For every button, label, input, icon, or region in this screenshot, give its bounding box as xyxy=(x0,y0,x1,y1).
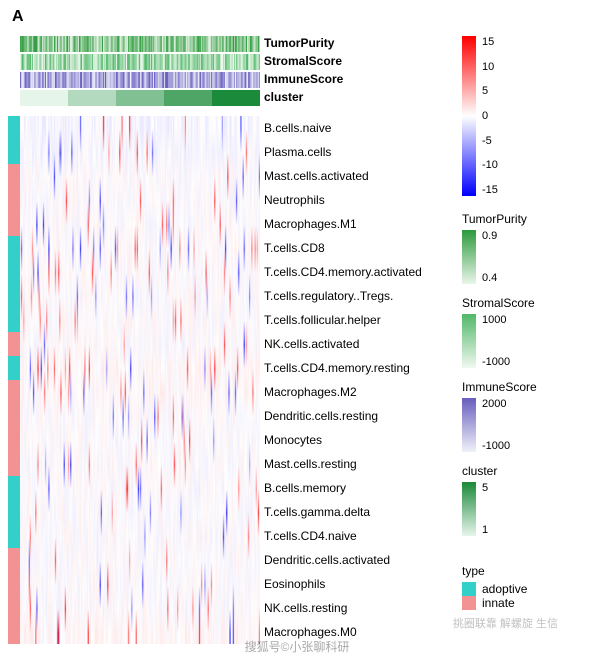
heatmap-row-label: Macrophages.M1 xyxy=(264,212,422,236)
heatmap-row-label: NK.cells.activated xyxy=(264,332,422,356)
watermark-main: 搜狐号©小张聊科研 xyxy=(245,638,350,655)
heatmap-row-label: T.cells.gamma.delta xyxy=(264,500,422,524)
panel-label: A xyxy=(12,8,24,26)
legend-tick: 1 xyxy=(482,524,488,536)
type-segment xyxy=(8,212,20,236)
annotation-legend: StromalScore 1000 -1000 xyxy=(462,296,582,368)
type-legend-item: adoptive xyxy=(462,582,582,596)
colorbar-tick: 10 xyxy=(482,61,498,73)
main-colorbar xyxy=(462,36,476,196)
type-legend-items: adoptiveinnate xyxy=(462,582,582,610)
colorbar-tick: -15 xyxy=(482,184,498,196)
annotation-legend: cluster 5 1 xyxy=(462,464,582,536)
type-segment xyxy=(8,620,20,644)
row-type-color-bar xyxy=(8,116,20,644)
column-annotation-rows: TumorPurityStromalScoreImmuneScorecluste… xyxy=(20,36,260,108)
type-segment xyxy=(8,404,20,428)
legend-swatch xyxy=(462,582,476,596)
annotation-label: StromalScore xyxy=(264,54,342,68)
type-segment xyxy=(8,380,20,404)
type-segment xyxy=(8,524,20,548)
annotation-label: ImmuneScore xyxy=(264,72,343,86)
legend-label: adoptive xyxy=(482,582,527,596)
colorbar-tick: 5 xyxy=(482,85,498,97)
legend-tick: 5 xyxy=(482,482,488,494)
legend-label: innate xyxy=(482,596,515,610)
type-legend-title: type xyxy=(462,564,582,578)
heatmap-row-label: T.cells.CD4.naive xyxy=(264,524,422,548)
heatmap-row-label: T.cells.CD4.memory.activated xyxy=(264,260,422,284)
heatmap-row-label: Dendritic.cells.resting xyxy=(264,404,422,428)
colorbar-tick: -10 xyxy=(482,159,498,171)
annotation-row xyxy=(20,90,260,106)
heatmap-row-label: B.cells.naive xyxy=(264,116,422,140)
type-segment xyxy=(8,476,20,500)
type-segment xyxy=(8,572,20,596)
type-segment xyxy=(8,260,20,284)
type-segment xyxy=(8,548,20,572)
heatmap-row-label: T.cells.follicular.helper xyxy=(264,308,422,332)
type-legend-item: innate xyxy=(462,596,582,610)
row-labels: B.cells.naivePlasma.cellsMast.cells.acti… xyxy=(264,116,422,644)
colorbar-tick: -5 xyxy=(482,135,498,147)
type-segment xyxy=(8,356,20,380)
heatmap-row-label: NK.cells.resting xyxy=(264,596,422,620)
figure-main: TumorPurity StromalScore ImmuneScore cluste… xyxy=(8,36,422,644)
legend-swatch xyxy=(462,596,476,610)
legend-tick: 1000 xyxy=(482,314,510,326)
heatmap-row-label: Plasma.cells xyxy=(264,140,422,164)
annotation-legend: ImmuneScore 2000 -1000 xyxy=(462,380,582,452)
annotation-row xyxy=(20,36,260,52)
annotation-legend-title: TumorPurity xyxy=(462,212,582,226)
annotation-label: cluster xyxy=(264,90,303,104)
legends-panel: 151050-5-10-15 TumorPurity0.90.4StromalS… xyxy=(462,36,582,610)
type-segment xyxy=(8,116,20,140)
type-segment xyxy=(8,188,20,212)
annotation-row xyxy=(20,72,260,88)
type-segment xyxy=(8,500,20,524)
legend-tick: -1000 xyxy=(482,356,510,368)
heatmap-row-label: Dendritic.cells.activated xyxy=(264,548,422,572)
legend-tick: 0.9 xyxy=(482,230,497,242)
heatmap-row-label: Monocytes xyxy=(264,428,422,452)
legend-tick: 0.4 xyxy=(482,272,497,284)
heatmap-row-label: Neutrophils xyxy=(264,188,422,212)
heatmap-row-label: T.cells.regulatory..Tregs. xyxy=(264,284,422,308)
heatmap-row-label: Mast.cells.resting xyxy=(264,452,422,476)
heatmap-area: TumorPurityStromalScoreImmuneScorecluste… xyxy=(20,36,260,644)
annotation-row xyxy=(20,54,260,70)
annotation-legend-title: cluster xyxy=(462,464,582,478)
heatmap-row-label: Mast.cells.activated xyxy=(264,164,422,188)
type-segment xyxy=(8,332,20,356)
annotation-legend-title: ImmuneScore xyxy=(462,380,582,394)
annotation-label: TumorPurity xyxy=(264,36,334,50)
heatmap-body xyxy=(20,116,260,644)
type-segment xyxy=(8,428,20,452)
watermark-side: 挑圈联靠 解螺旋 生信 xyxy=(453,615,558,631)
annotation-legends: TumorPurity0.90.4StromalScore1000-1000Im… xyxy=(462,212,582,548)
annotation-legend: TumorPurity 0.9 0.4 xyxy=(462,212,582,284)
type-segment xyxy=(8,164,20,188)
main-colorscale-legend: 15 10 5 0 -5 -10 -15 xyxy=(462,36,582,196)
type-segment xyxy=(8,236,20,260)
heatmap-row-label: T.cells.CD4.memory.resting xyxy=(264,356,422,380)
legend-tick: 2000 xyxy=(482,398,510,410)
heatmap-row-label: T.cells.CD8 xyxy=(264,236,422,260)
heatmap-row-label: B.cells.memory xyxy=(264,476,422,500)
colorbar-tick: 15 xyxy=(482,36,498,48)
heatmap-row-label: Eosinophils xyxy=(264,572,422,596)
type-segment xyxy=(8,284,20,308)
colorbar-tick: 0 xyxy=(482,110,498,122)
heatmap-row-label: Macrophages.M2 xyxy=(264,380,422,404)
annotation-legend-title: StromalScore xyxy=(462,296,582,310)
legend-tick: -1000 xyxy=(482,440,510,452)
type-segment xyxy=(8,596,20,620)
type-segment xyxy=(8,452,20,476)
type-segment xyxy=(8,308,20,332)
type-segment xyxy=(8,140,20,164)
type-legend: type adoptiveinnate xyxy=(462,564,582,610)
main-colorbar-ticks: 15 10 5 0 -5 -10 -15 xyxy=(482,36,498,196)
